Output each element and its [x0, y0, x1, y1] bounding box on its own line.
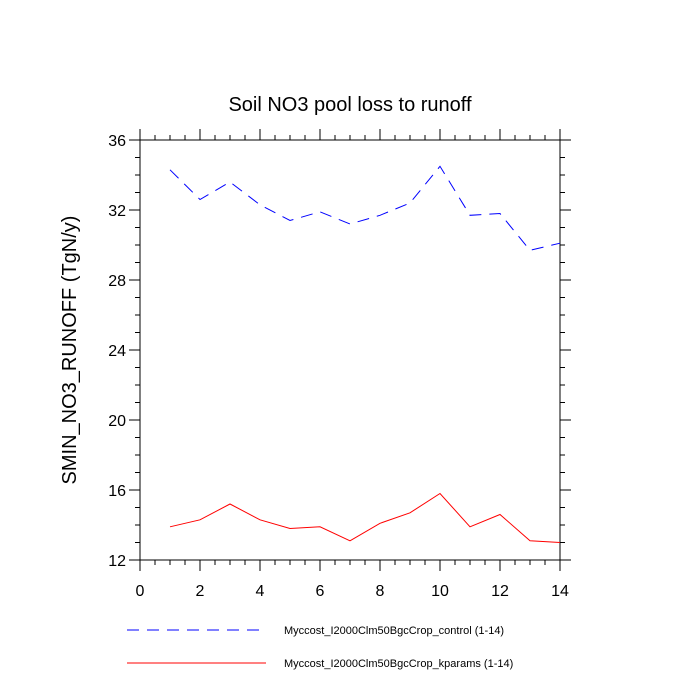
y-tick-label: 36	[108, 133, 126, 150]
x-tick-label: 6	[316, 583, 325, 600]
legend: Myccost_I2000Clm50BgcCrop_control (1-14)…	[127, 625, 513, 670]
plot-frame	[139, 139, 561, 561]
y-tick-label: 28	[108, 273, 126, 290]
x-tick-label: 4	[256, 583, 265, 600]
x-tick-label: 2	[196, 583, 205, 600]
y-axis-label: SMIN_NO3_RUNOFF (TgN/y)	[59, 216, 81, 485]
chart-title: Soil NO3 pool loss to runoff	[228, 94, 472, 116]
series-line-1	[169, 492, 561, 543]
y-tick-label: 32	[108, 203, 126, 220]
plot-lines	[169, 165, 561, 543]
x-tick-label: 0	[136, 583, 145, 600]
x-tick-label: 8	[376, 583, 385, 600]
legend-label-0: Myccost_I2000Clm50BgcCrop_control (1-14)	[284, 625, 504, 637]
y-tick-label: 12	[108, 553, 126, 570]
legend-label-1: Myccost_I2000Clm50BgcCrop_kparams (1-14)	[284, 658, 513, 670]
series-line-0	[169, 165, 561, 251]
y-tick-label: 16	[108, 483, 126, 500]
x-tick-label: 14	[551, 583, 569, 600]
y-tick-label: 24	[108, 343, 126, 360]
y-tick-label: 20	[108, 413, 126, 430]
x-tick-label: 12	[491, 583, 509, 600]
x-tick-label: 10	[431, 583, 449, 600]
